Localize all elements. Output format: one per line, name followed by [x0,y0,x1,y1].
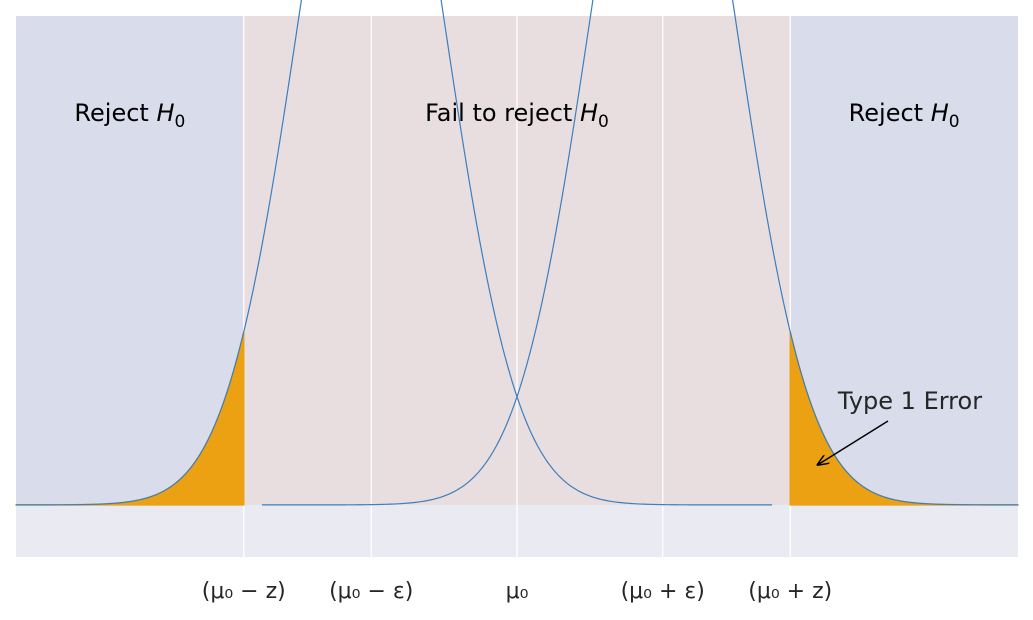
region-label-reject-right: Reject H0 [849,99,960,132]
normal-curve-1 [16,0,773,506]
region-label-reject-left: Reject H0 [74,99,185,132]
x-tick-label: (μ₀ + z) [748,579,832,604]
x-tick-label: μ₀ [506,579,529,604]
region-label-fail-to-reject: Fail to reject H0 [425,99,609,132]
annotation-arrow [818,420,889,465]
region-labels: Reject H0 Fail to reject H0 Reject H0 [74,99,959,132]
regions [16,16,1018,505]
x-tick-label: (μ₀ + ε) [621,579,705,604]
normal-curve-2 [261,0,1018,506]
region-reject-right [790,16,1018,505]
x-tick-label: (μ₀ − ε) [329,579,413,604]
annotation-type-1-error: Type 1 Error [837,387,982,415]
x-tick-labels: (μ₀ − z) (μ₀ − ε) μ₀ (μ₀ + ε) (μ₀ + z) [202,579,832,604]
curves [16,0,1018,506]
annotations: Type 1 Error [818,387,982,465]
region-reject-left [16,16,244,505]
x-tick-label: (μ₀ − z) [202,579,286,604]
